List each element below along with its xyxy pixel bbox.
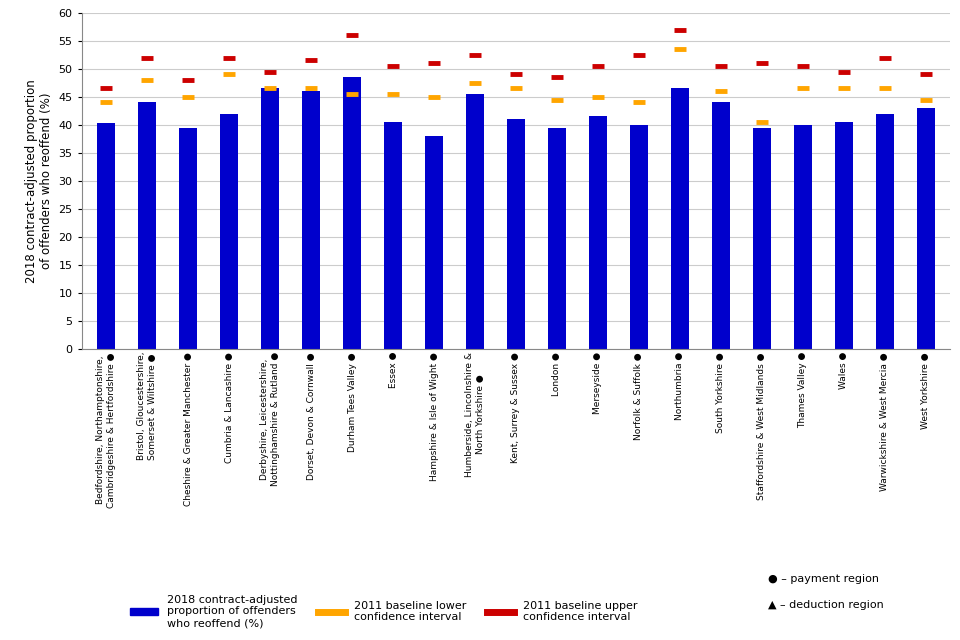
Bar (630, 125, 648, 349)
Text: Norfolk & Suffolk ●: Norfolk & Suffolk ● (635, 352, 643, 440)
Text: Dorset, Devon & Cornwall ●: Dorset, Devon & Cornwall ● (306, 352, 316, 479)
Bar (671, 88, 689, 349)
Text: Cumbria & Lancashire ●: Cumbria & Lancashire ● (225, 352, 233, 463)
Text: Staffordshire & West Midlands ●: Staffordshire & West Midlands ● (757, 352, 766, 499)
Bar (548, 127, 566, 349)
Text: Merseyside ●: Merseyside ● (593, 352, 603, 414)
Bar (794, 125, 812, 349)
Bar (588, 116, 607, 349)
Bar (261, 88, 279, 349)
Bar (466, 94, 484, 349)
Text: Wales ●: Wales ● (839, 352, 849, 389)
Y-axis label: 2018 contract-adjusted proportion
of offenders who reoffend (%): 2018 contract-adjusted proportion of off… (25, 79, 53, 283)
Text: Hampshire & Isle of Wight ●: Hampshire & Isle of Wight ● (429, 352, 439, 481)
Bar (179, 127, 198, 349)
Text: Essex ●: Essex ● (389, 352, 397, 388)
Bar (711, 102, 731, 349)
Text: London ●: London ● (553, 352, 562, 396)
Text: Bristol, Gloucestershire,
Somerset & Wiltshire ●: Bristol, Gloucestershire, Somerset & Wil… (137, 352, 156, 461)
Legend: 2018 contract-adjusted
proportion of offenders
who reoffend (%), 2011 baseline l: 2018 contract-adjusted proportion of off… (131, 595, 637, 628)
Bar (138, 102, 156, 349)
Text: Thames Valley ●: Thames Valley ● (799, 352, 807, 428)
Bar (917, 108, 935, 349)
Text: Kent, Surrey & Sussex ●: Kent, Surrey & Sussex ● (512, 352, 520, 463)
Bar (753, 127, 771, 349)
Bar (343, 77, 361, 349)
Bar (97, 123, 115, 349)
Text: West Yorkshire ●: West Yorkshire ● (922, 352, 930, 429)
Bar (384, 122, 402, 349)
Text: ▲ – deduction region: ▲ – deduction region (768, 600, 884, 610)
Bar (834, 122, 853, 349)
Text: ● – payment region: ● – payment region (768, 574, 879, 584)
Text: Cheshire & Greater Manchester ●: Cheshire & Greater Manchester ● (183, 352, 193, 506)
Text: Bedfordshire, Northamptonshire,
Cambridgeshire & Hertfordshire ●: Bedfordshire, Northamptonshire, Cambridg… (97, 352, 116, 508)
Text: South Yorkshire ●: South Yorkshire ● (716, 352, 726, 433)
Bar (507, 119, 525, 349)
Text: Durham Tees Valley ●: Durham Tees Valley ● (348, 352, 356, 452)
Bar (876, 114, 894, 349)
Text: Derbyshire, Leicestershire,
Nottinghamshire & Rutland ●: Derbyshire, Leicestershire, Nottinghamsh… (260, 352, 279, 486)
Bar (220, 114, 238, 349)
Text: Humberside, Lincolnshire &
North Yorkshire ●: Humberside, Lincolnshire & North Yorkshi… (466, 352, 485, 477)
Text: Warwickshire & West Mercia ●: Warwickshire & West Mercia ● (880, 352, 889, 491)
Bar (301, 92, 321, 349)
Bar (425, 136, 444, 349)
Text: Northumbria ●: Northumbria ● (676, 352, 684, 420)
